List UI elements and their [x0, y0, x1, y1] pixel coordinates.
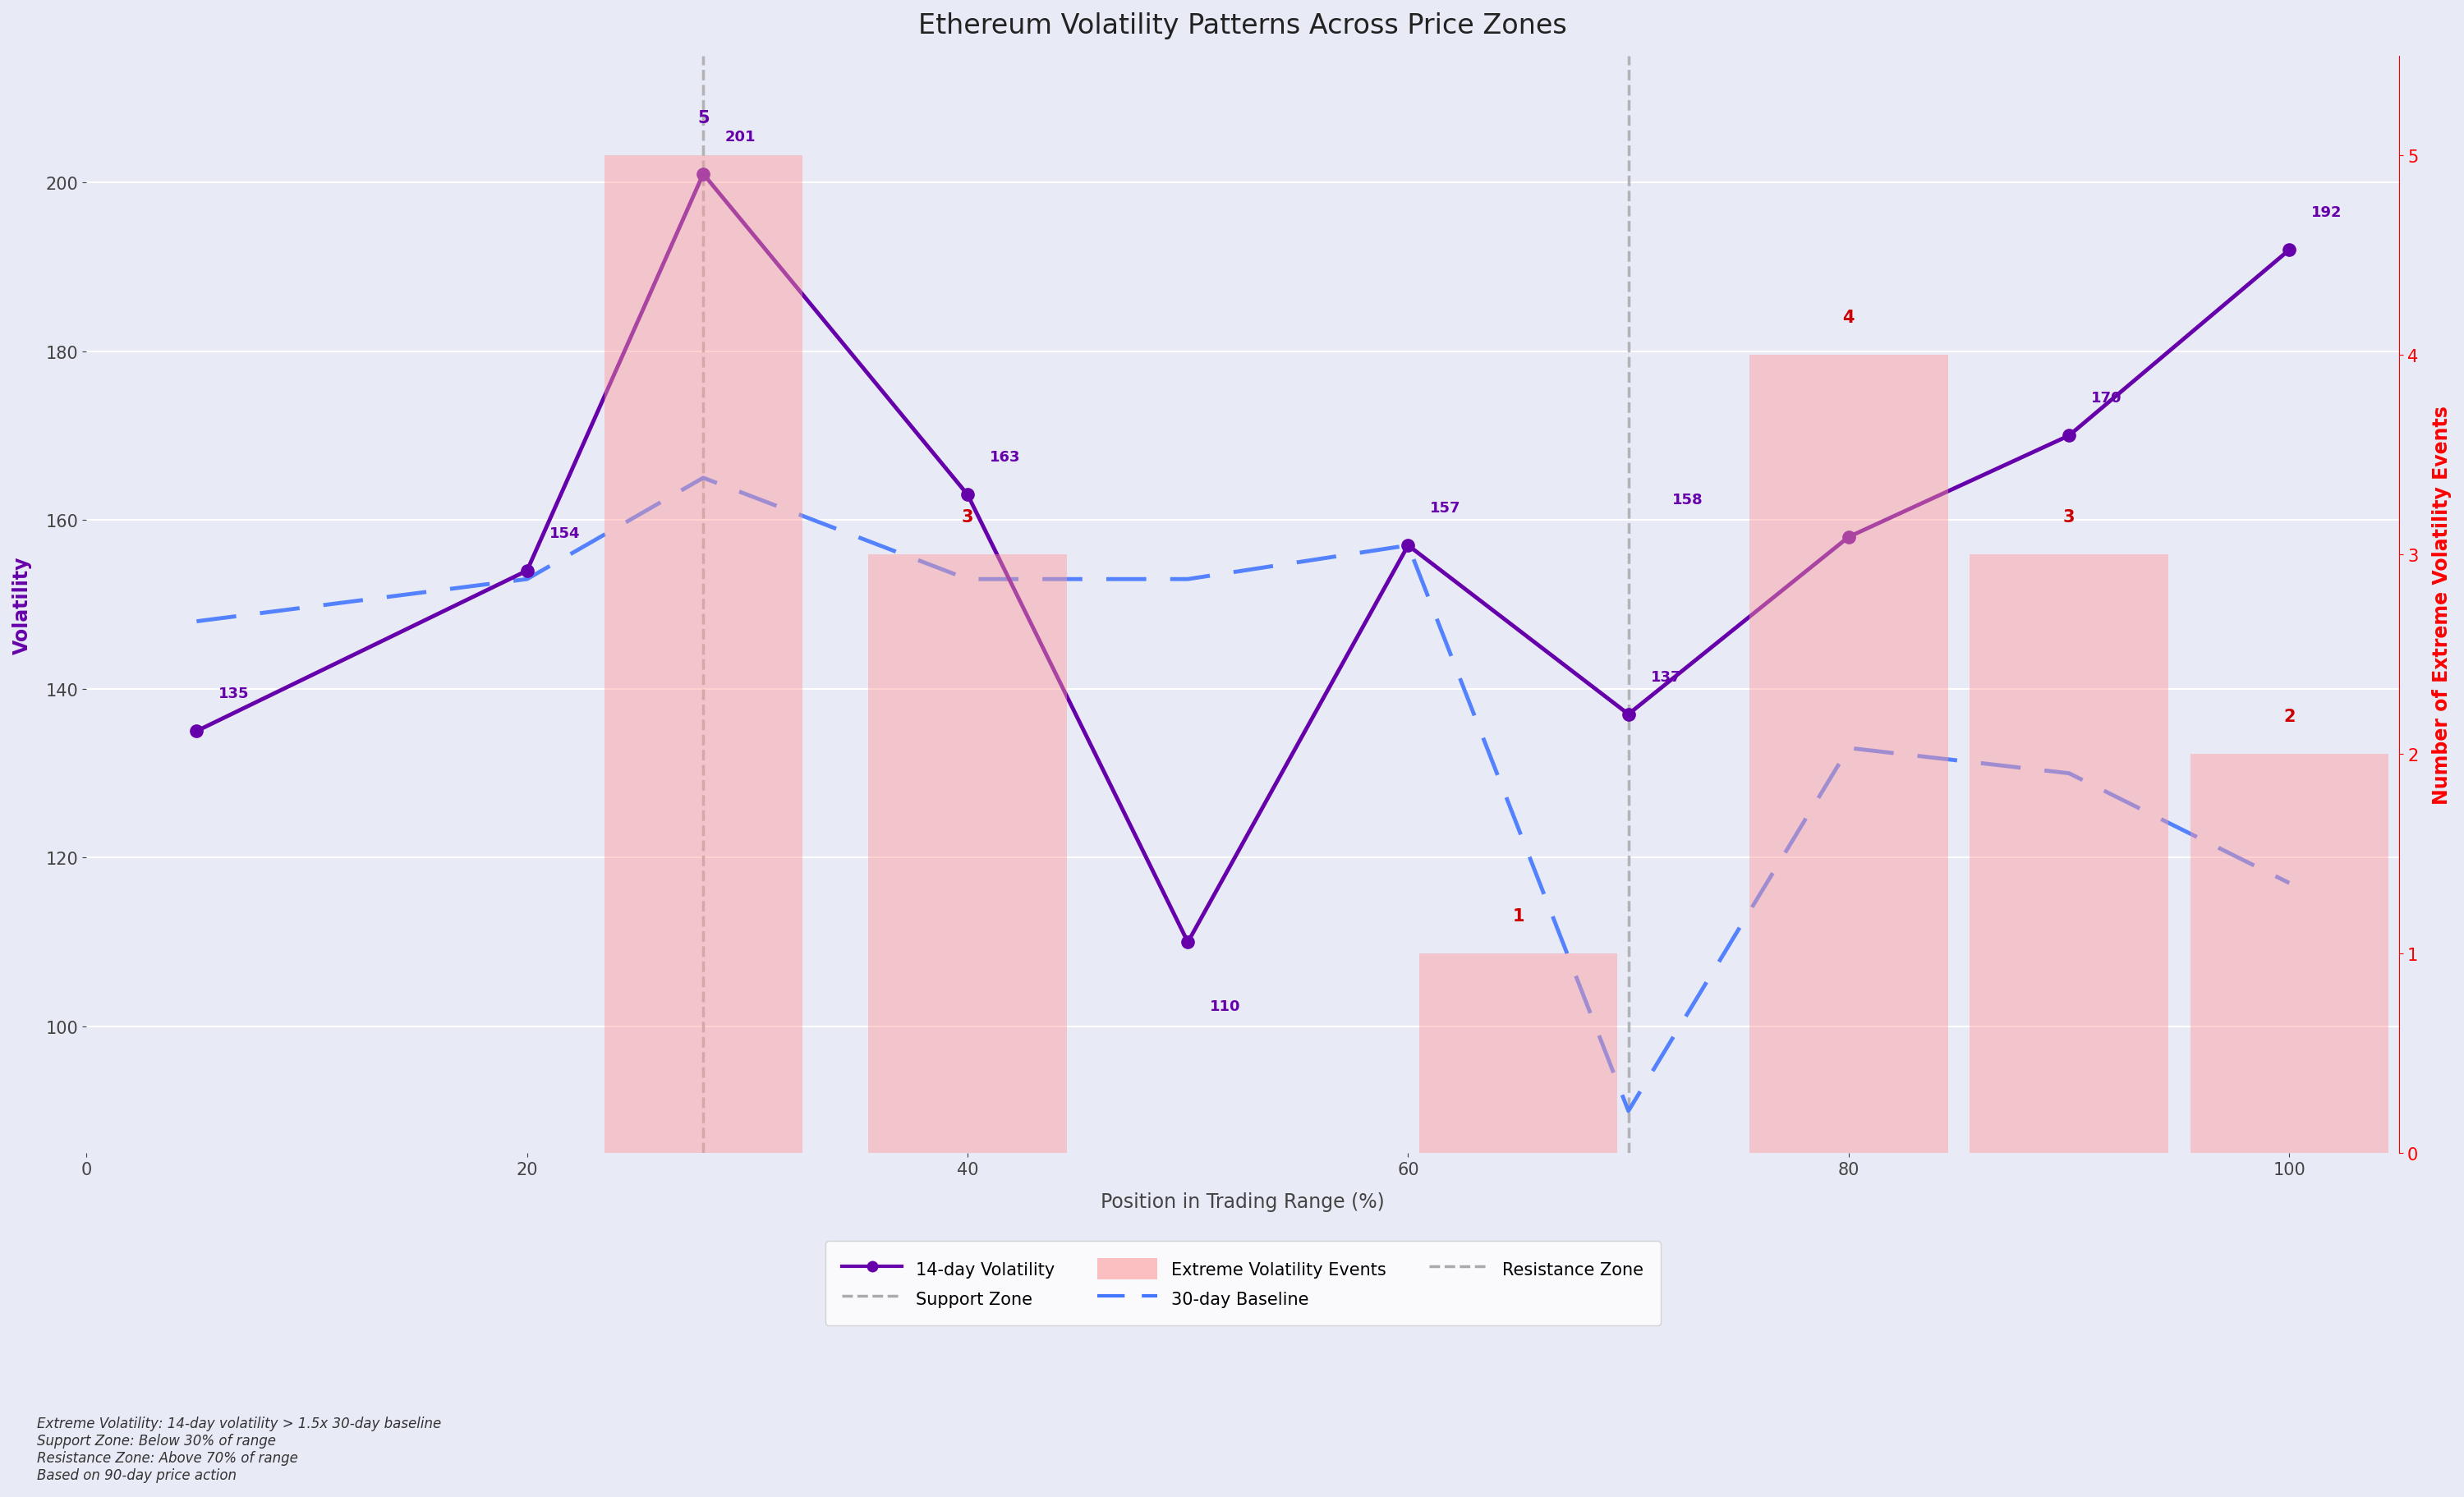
Legend: 14-day Volatility, Support Zone, Extreme Volatility Events, 30-day Baseline, Res: 14-day Volatility, Support Zone, Extreme…: [825, 1241, 1661, 1326]
Text: 201: 201: [724, 129, 756, 144]
Text: 135: 135: [219, 686, 249, 701]
Bar: [1969, 555, 2168, 1153]
Bar: [2190, 754, 2388, 1153]
Bar: [867, 555, 1067, 1153]
Text: 5: 5: [697, 109, 710, 126]
Bar: [1749, 356, 1949, 1153]
Text: 3: 3: [961, 509, 973, 525]
Text: 2: 2: [2284, 708, 2296, 725]
Text: 157: 157: [1429, 500, 1461, 515]
Y-axis label: Number of Extreme Volatility Events: Number of Extreme Volatility Events: [2432, 406, 2452, 804]
Text: 3: 3: [2062, 509, 2075, 525]
X-axis label: Position in Trading Range (%): Position in Trading Range (%): [1101, 1192, 1385, 1211]
Bar: [1419, 954, 1616, 1153]
Bar: [604, 156, 803, 1153]
Text: 163: 163: [991, 451, 1020, 464]
Text: Extreme Volatility: 14-day volatility > 1.5x 30-day baseline
Support Zone: Below: Extreme Volatility: 14-day volatility > …: [37, 1416, 441, 1482]
Text: 110: 110: [1210, 998, 1242, 1013]
Y-axis label: Volatility: Volatility: [12, 555, 32, 654]
Text: 1: 1: [1513, 907, 1525, 924]
Text: 192: 192: [2311, 205, 2343, 220]
Text: 137: 137: [1651, 669, 1680, 684]
Text: 158: 158: [1673, 493, 1703, 507]
Text: 154: 154: [549, 525, 579, 540]
Title: Ethereum Volatility Patterns Across Price Zones: Ethereum Volatility Patterns Across Pric…: [919, 12, 1567, 39]
Text: 170: 170: [2092, 391, 2122, 406]
Text: 4: 4: [1843, 310, 1855, 326]
